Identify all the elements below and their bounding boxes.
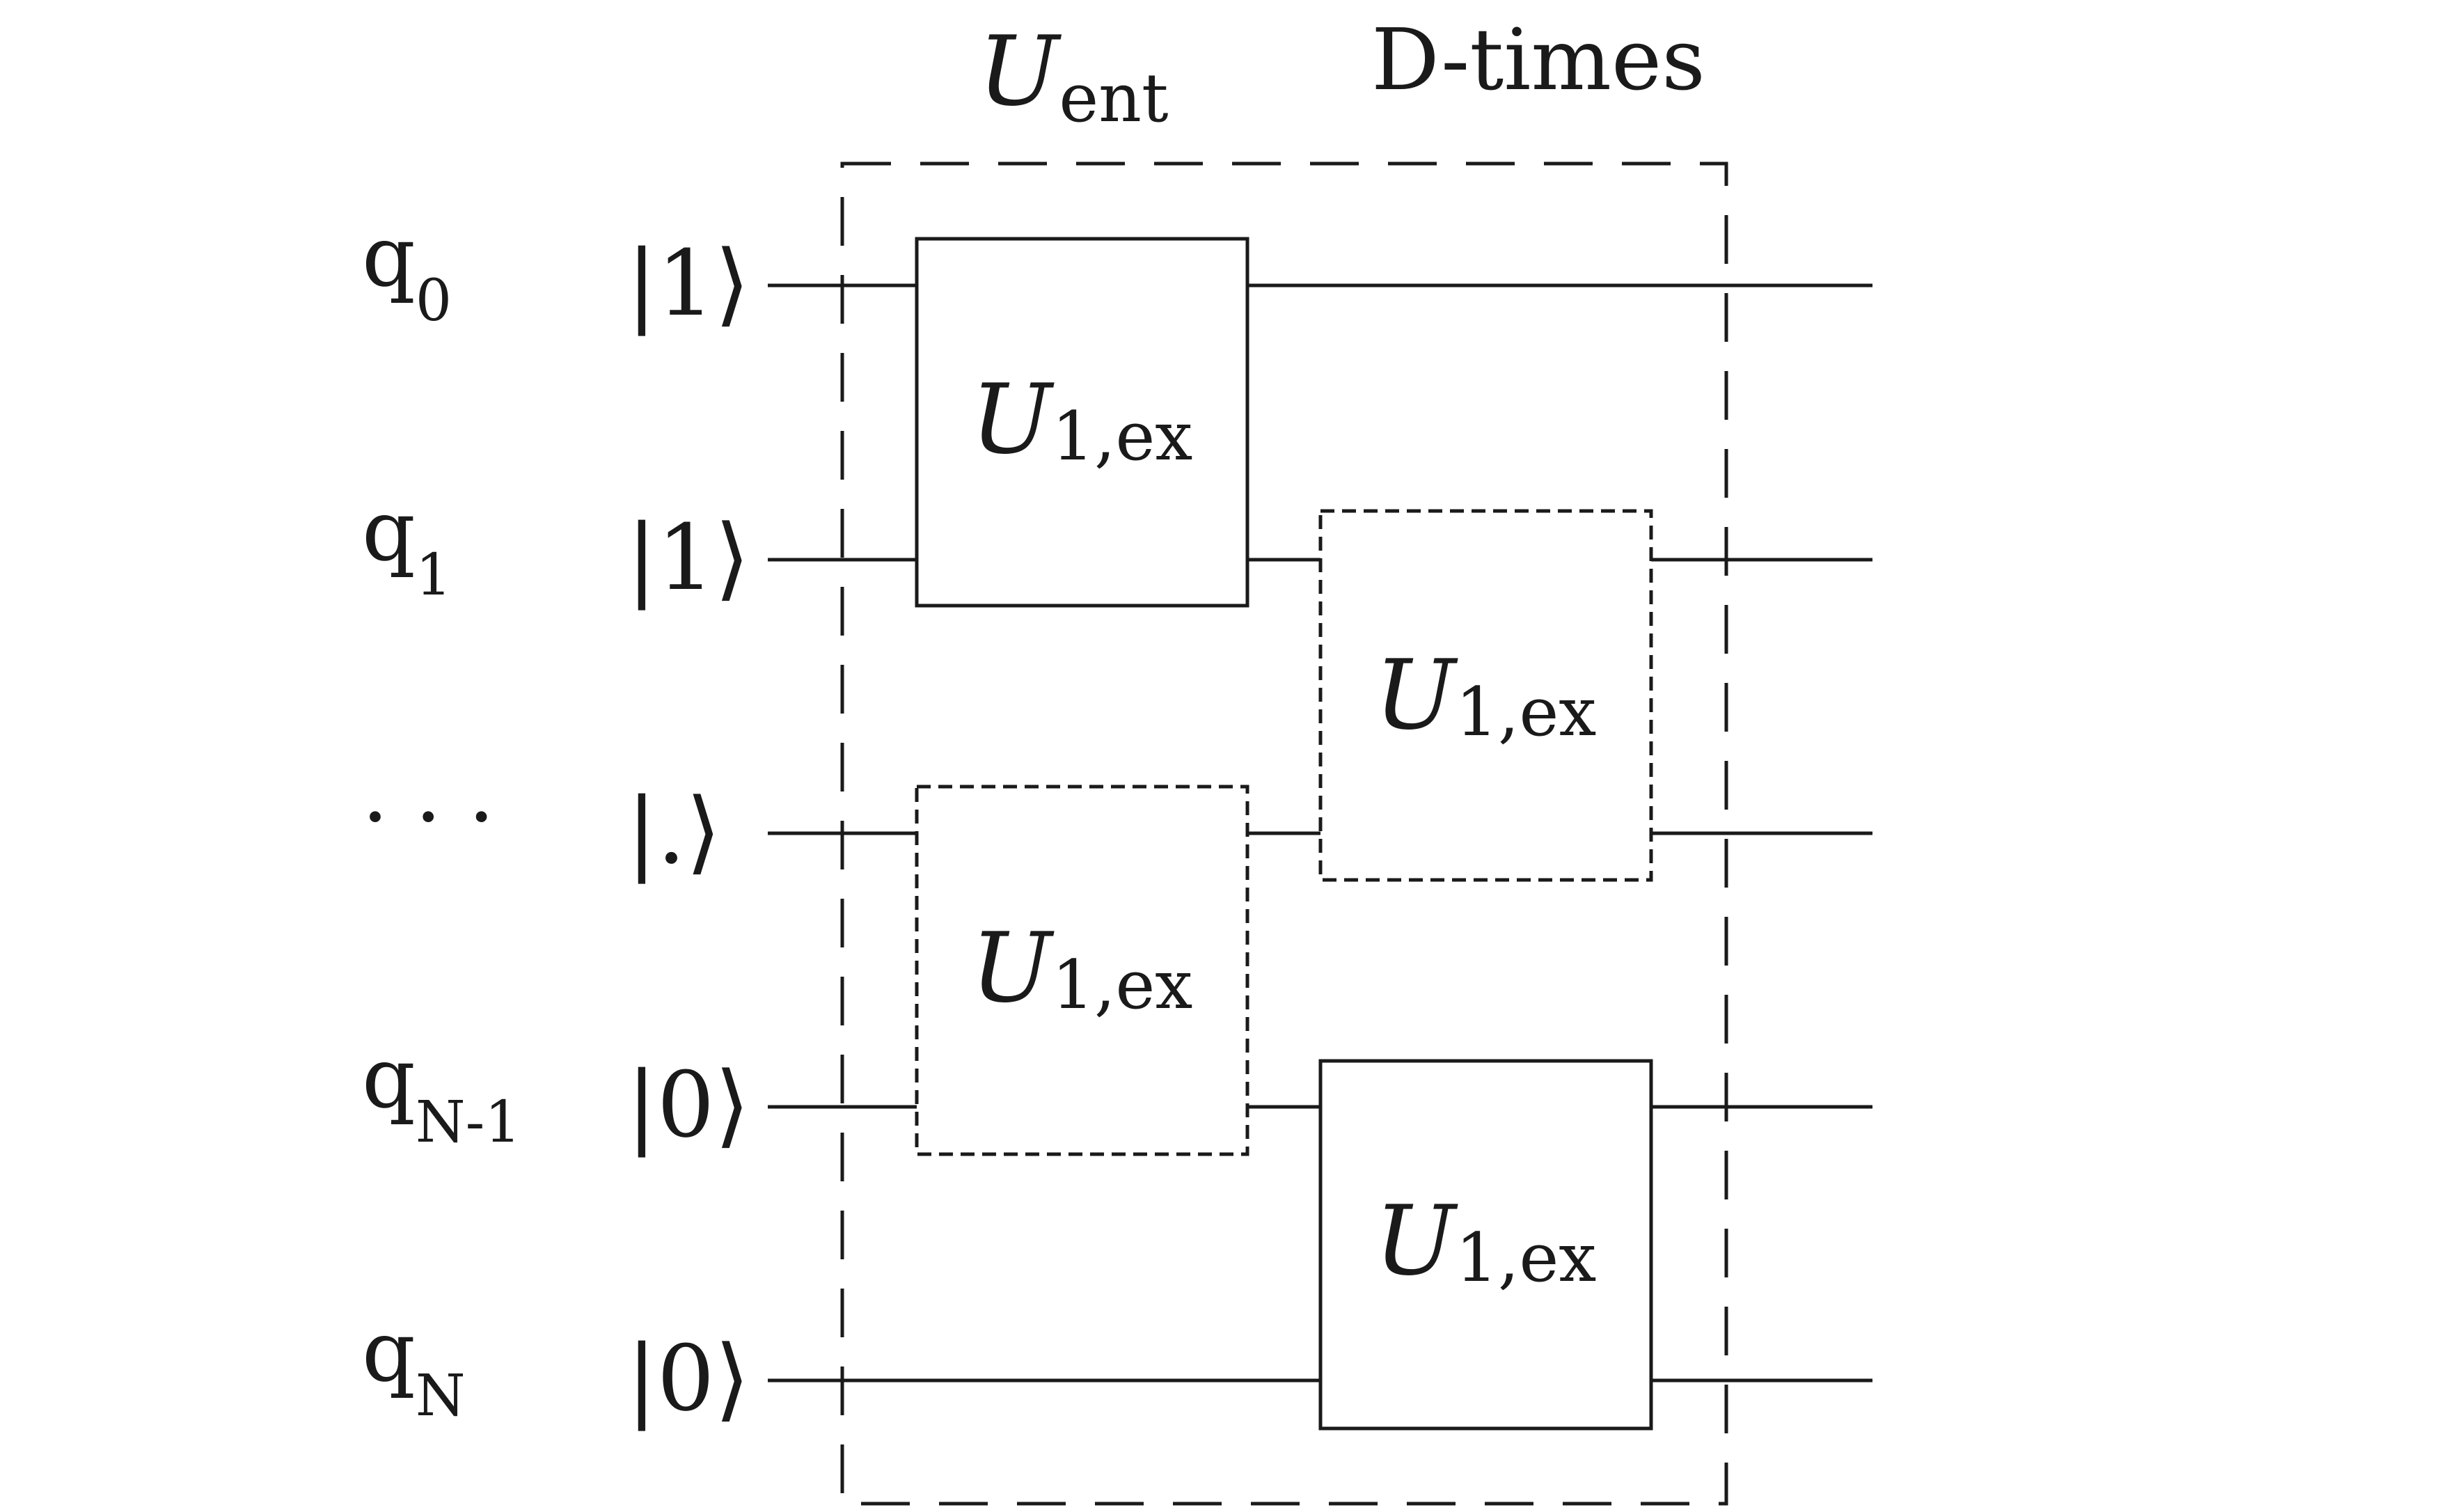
qubit-labels: q0 q1 · · · qN-1 qN	[362, 209, 521, 1429]
qubit-label-qn: qN	[362, 1304, 466, 1429]
u-ent-sub: ent	[1059, 59, 1168, 137]
qubit-label-qn-1: qN-1	[362, 1030, 521, 1156]
gate-box	[915, 785, 1249, 1156]
gate-label: U1,ex	[971, 363, 1193, 475]
qubit-label-ellipsis: · · ·	[362, 769, 495, 866]
gate-ellipsis-qn-1: U1,ex	[915, 785, 1249, 1156]
initial-state-q0: |1⟩	[626, 230, 750, 336]
u-ent-main: U	[978, 15, 1062, 127]
qubit-label-q1: q1	[362, 483, 452, 608]
gate-label: U1,ex	[1375, 1185, 1597, 1297]
initial-state-ellipsis: |.⟩	[626, 778, 721, 884]
gate-label: U1,ex	[971, 912, 1193, 1024]
initial-states: |1⟩ |1⟩ |.⟩ |0⟩ |0⟩	[626, 230, 750, 1431]
initial-state-qn-1: |0⟩	[626, 1052, 750, 1158]
repeat-label: D-times	[1371, 10, 1705, 109]
u-ent-title: Uent	[978, 15, 1169, 137]
gate-label: U1,ex	[1375, 639, 1597, 751]
gate-box	[1318, 509, 1653, 882]
repeat-box	[840, 162, 1728, 1506]
gate-box	[1318, 1059, 1653, 1431]
qubit-label-q0: q0	[362, 209, 452, 334]
initial-state-qn: |0⟩	[626, 1325, 750, 1431]
gate-qn-1-qn: U1,ex	[1318, 1059, 1653, 1431]
initial-state-q1: |1⟩	[626, 505, 750, 611]
gate-box	[915, 237, 1249, 608]
gate-q1-ellipsis: U1,ex	[1318, 509, 1653, 882]
gate-q0-q1: U1,ex	[915, 237, 1249, 608]
